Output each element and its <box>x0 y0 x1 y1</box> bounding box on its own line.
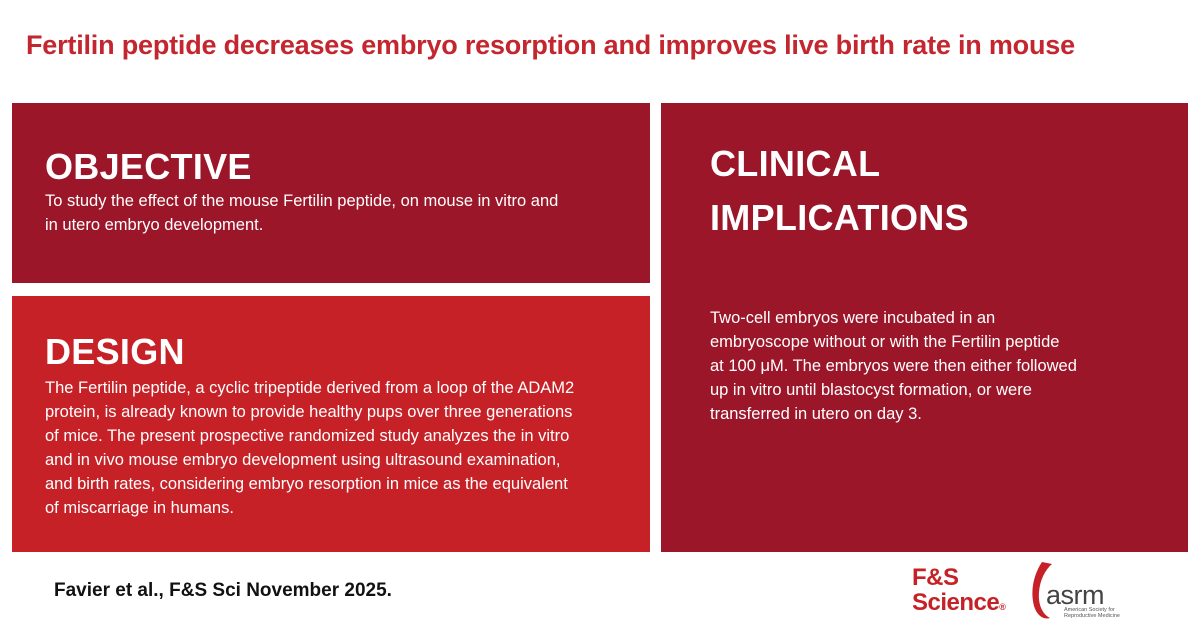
clinical-implications-heading: CLINICAL IMPLICATIONS <box>710 137 1040 245</box>
page-title: Fertilin peptide decreases embryo resorp… <box>26 30 1075 60</box>
clinical-line: transferred in utero on day 3. <box>710 405 922 423</box>
clinical-line: Two-cell embryos were incubated in an <box>710 309 996 327</box>
objective-text: To study the effect of the mouse Fertili… <box>45 189 615 237</box>
fs-science-logo: F&S Science® <box>912 565 1007 620</box>
asrm-tagline-line: Reproductive Medicine <box>1064 613 1120 619</box>
design-line: The Fertilin peptide, a cyclic tripeptid… <box>45 379 575 397</box>
design-line: and birth rates, considering embryo reso… <box>45 475 568 493</box>
design-line: and in vivo mouse embryo development usi… <box>45 451 561 469</box>
asrm-tagline-line: American Society for <box>1064 607 1115 613</box>
design-heading: DESIGN <box>45 331 185 372</box>
citation: Favier et al., F&S Sci November 2025. <box>54 580 392 601</box>
design-line: protein, is already known to provide hea… <box>45 403 573 421</box>
asrm-logo: asrm American Society for Reproductive M… <box>1028 560 1128 622</box>
clinical-line: embryoscope without or with the Fertilin… <box>710 333 1060 351</box>
fs-logo-line: F&S <box>912 564 959 591</box>
clinical-implications-text: Two-cell embryos were incubated in an em… <box>710 306 1110 426</box>
fs-logo-line: Science® <box>912 590 1007 620</box>
design-line: of miscarriage in humans. <box>45 499 234 517</box>
objective-line: in utero embryo development. <box>45 216 264 234</box>
clinical-line: up in vitro until blastocyst formation, … <box>710 381 1032 399</box>
asrm-wordmark: asrm <box>1046 580 1105 610</box>
registered-mark: ® <box>999 602 1006 612</box>
design-text: The Fertilin peptide, a cyclic tripeptid… <box>45 376 635 520</box>
clinical-heading-line: CLINICAL <box>710 143 881 184</box>
asrm-tagline: American Society for Reproductive Medici… <box>1064 607 1130 619</box>
asrm-swoosh-icon <box>1032 562 1052 619</box>
clinical-implications-panel: CLINICAL IMPLICATIONS Two-cell embryos w… <box>661 103 1188 552</box>
objective-heading: OBJECTIVE <box>45 146 252 187</box>
objective-panel: OBJECTIVE To study the effect of the mou… <box>12 103 650 283</box>
objective-line: To study the effect of the mouse Fertili… <box>45 192 559 210</box>
clinical-line: at 100 μM. The embryos were then either … <box>710 357 1077 375</box>
fs-logo-word: Science <box>912 589 1000 616</box>
design-panel: DESIGN The Fertilin peptide, a cyclic tr… <box>12 296 650 552</box>
design-line: of mice. The present prospective randomi… <box>45 427 570 445</box>
clinical-heading-line: IMPLICATIONS <box>710 197 969 238</box>
